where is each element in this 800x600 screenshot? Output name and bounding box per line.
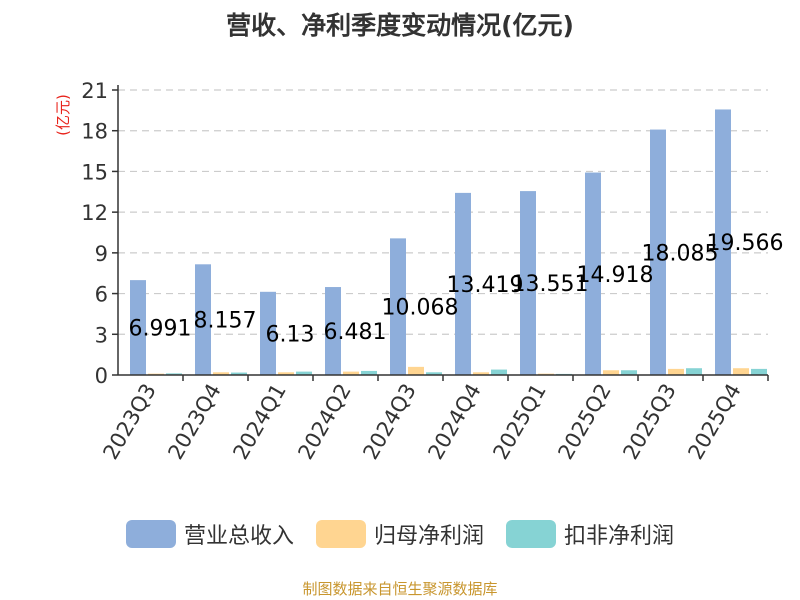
legend: 营业总收入 归母净利润 扣非净利润 (0, 518, 800, 550)
bar-net-profit-parent (213, 372, 229, 375)
bar-net-profit-deducted (361, 370, 377, 375)
bar-net-profit-deducted (166, 373, 182, 375)
bar-revenue (195, 264, 211, 375)
x-tick-label: 2025Q1 (488, 380, 550, 464)
legend-item[interactable]: 扣非净利润 (506, 518, 674, 550)
bar-revenue (325, 287, 341, 375)
bar-net-profit-parent (668, 368, 684, 375)
bar-net-profit-deducted (621, 370, 637, 375)
legend-label: 扣非净利润 (564, 524, 675, 549)
y-tick-label: 0 (95, 364, 108, 388)
x-tick-label: 2023Q4 (163, 380, 225, 464)
bar-revenue (130, 280, 146, 375)
bars (130, 109, 767, 375)
bar-net-profit-deducted (491, 369, 507, 375)
data-label: 14.918 (577, 263, 654, 288)
legend-label: 营业总收入 (183, 524, 294, 549)
y-tick-label: 6 (95, 283, 108, 307)
bar-revenue (520, 191, 536, 375)
y-tick-label: 21 (81, 79, 108, 103)
bar-net-profit-deducted (296, 371, 312, 375)
x-tick-label: 2024Q2 (293, 380, 355, 464)
bar-net-profit-parent (343, 371, 359, 375)
source-note: 制图数据来自恒生聚源数据库 (302, 580, 498, 598)
x-tick-label: 2025Q3 (618, 380, 680, 464)
y-tick-label: 3 (95, 323, 108, 347)
chart-plot: 0 3 6 9 12 15 18 21 (亿元) 2023Q3 2023Q4 2024Q1 2024Q2… (54, 79, 784, 464)
bar-net-profit-deducted (751, 368, 767, 375)
bar-revenue (650, 129, 666, 375)
y-tick-label: 12 (81, 201, 108, 225)
y-tick-label: 9 (95, 242, 108, 266)
legend-label: 归母净利润 (373, 524, 484, 549)
x-tick-label: 2025Q2 (553, 380, 615, 464)
legend-item[interactable]: 归母净利润 (315, 518, 484, 550)
bar-net-profit-deducted (231, 372, 247, 375)
data-label: 6.13 (266, 322, 315, 347)
legend-swatch (506, 520, 556, 548)
bar-net-profit-parent (733, 368, 749, 375)
chart-title: 营收、净利季度变动情况(亿元) (226, 11, 574, 40)
bar-revenue (260, 291, 276, 375)
bar-revenue (390, 238, 406, 375)
y-tick-label: 15 (81, 160, 108, 184)
legend-swatch (315, 520, 366, 548)
x-tick-label: 2024Q4 (423, 380, 485, 464)
data-label: 13.419 (447, 273, 524, 298)
data-label: 19.566 (707, 231, 784, 256)
bar-net-profit-parent (278, 372, 294, 375)
bar-net-profit-parent (408, 366, 424, 375)
data-label: 18.085 (642, 241, 719, 266)
x-tick-label: 2024Q3 (358, 380, 420, 464)
bar-net-profit-parent (603, 370, 619, 375)
legend-swatch (125, 520, 176, 548)
x-tick-label: 2024Q1 (228, 380, 290, 464)
data-label: 10.068 (382, 296, 459, 321)
data-label: 6.481 (324, 320, 387, 345)
bar-net-profit-deducted (426, 372, 442, 375)
legend-item[interactable]: 营业总收入 (125, 518, 294, 550)
data-label: 13.551 (512, 272, 589, 297)
x-tick-label: 2025Q4 (683, 380, 745, 464)
bar-revenue (585, 172, 601, 375)
bar-revenue (715, 109, 731, 375)
y-tick-label: 18 (81, 120, 108, 144)
data-label: 8.157 (194, 309, 257, 334)
data-labels: 6.991 8.157 6.13 6.48110.06813.41913.55114.… (129, 231, 784, 347)
x-tick-label: 2023Q3 (98, 380, 160, 464)
bar-net-profit-deducted (686, 368, 702, 375)
bar-net-profit-parent (473, 372, 489, 375)
bar-revenue (455, 192, 471, 375)
y-axis-label: (亿元) (54, 94, 72, 136)
data-label: 6.991 (129, 317, 192, 342)
